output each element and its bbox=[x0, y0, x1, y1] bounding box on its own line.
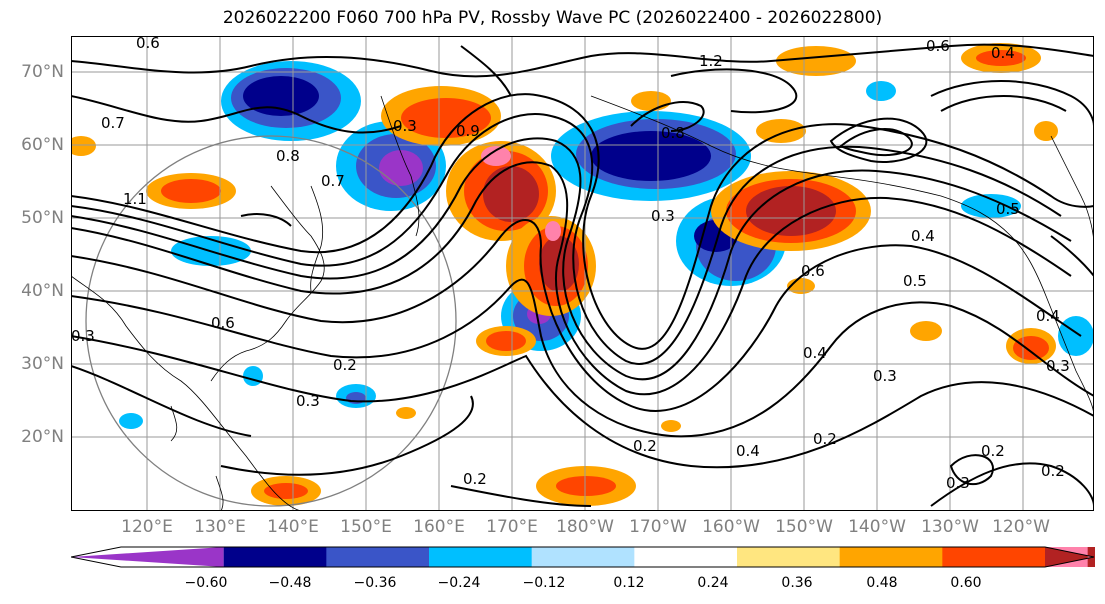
contour-label: 0.3 bbox=[651, 207, 675, 225]
contour-label: 1.2 bbox=[699, 52, 723, 70]
contour-label: 0.4 bbox=[991, 44, 1015, 62]
longitude-label: 150°E bbox=[340, 517, 392, 537]
colorbar-tick-label: −0.36 bbox=[353, 575, 397, 591]
colorbar-bin bbox=[223, 547, 327, 567]
colorbar-bin bbox=[839, 547, 943, 567]
longitude-label: 180°W bbox=[556, 517, 614, 537]
longitude-label: 150°W bbox=[775, 517, 833, 537]
map-panel: 0.6 0.7 0.8 1.2 0.6 0.4 0.9 1.1 0.2 0.2 … bbox=[71, 36, 1094, 511]
longitude-label: 120°E bbox=[121, 517, 173, 537]
coastlines bbox=[71, 95, 1094, 511]
chart-title: 2026022200 F060 700 hPa PV, Rossby Wave … bbox=[222, 8, 883, 28]
contour-label: 0.3 bbox=[71, 327, 95, 345]
contour-label: 0.5 bbox=[903, 272, 927, 290]
colorbar-bin bbox=[531, 547, 635, 567]
contour-label: 0.7 bbox=[321, 172, 345, 190]
contour-label: 0.3 bbox=[946, 474, 970, 492]
contour-label: 0.8 bbox=[661, 124, 685, 142]
reference-circle bbox=[85, 135, 457, 507]
longitude-label: 140°W bbox=[848, 517, 906, 537]
contour-label: 0.7 bbox=[101, 114, 125, 132]
contour-label: 0.6 bbox=[136, 36, 160, 52]
pv-contours bbox=[71, 43, 1094, 507]
contour-label: 0.2 bbox=[463, 470, 487, 488]
colorbar-tick-label: 0.36 bbox=[781, 575, 813, 591]
contour-label: 0.6 bbox=[801, 262, 825, 280]
colorbar-bin bbox=[737, 547, 841, 567]
latitude-label: 20°N bbox=[21, 427, 64, 447]
contour-label: 0.9 bbox=[456, 122, 480, 140]
longitude-label: 170°E bbox=[486, 517, 538, 537]
latitude-label: 40°N bbox=[21, 281, 64, 301]
colorbar-tick-label: −0.48 bbox=[268, 575, 312, 591]
contour-label: 0.4 bbox=[736, 442, 760, 460]
colorbar-bin bbox=[942, 547, 1046, 567]
longitude-label: 160°E bbox=[413, 517, 465, 537]
colorbar-tick-label: 0.24 bbox=[697, 575, 729, 591]
contour-label: 0.3 bbox=[873, 367, 897, 385]
contour-label: 0.6 bbox=[211, 314, 235, 332]
longitude-label: 160°W bbox=[702, 517, 760, 537]
contour-label: 0.2 bbox=[333, 356, 357, 374]
contour-label: 0.2 bbox=[981, 442, 1005, 460]
contour-label: 0.5 bbox=[996, 200, 1020, 218]
colorbar-tick-label: −0.60 bbox=[184, 575, 228, 591]
colorbar-bin bbox=[1045, 547, 1094, 567]
contour-label: 0.3 bbox=[296, 392, 320, 410]
latitude-label: 50°N bbox=[21, 208, 64, 228]
latitude-label: 60°N bbox=[21, 135, 64, 155]
colorbar-bin bbox=[634, 547, 738, 567]
latitude-label: 70°N bbox=[21, 62, 64, 82]
colorbar-tick-label: −0.12 bbox=[522, 575, 566, 591]
contour-label: 0.2 bbox=[813, 430, 837, 448]
contour-label: 0.2 bbox=[633, 437, 657, 455]
latitude-label: 30°N bbox=[21, 354, 64, 374]
colorbar-tick-label: 0.60 bbox=[950, 575, 982, 591]
contour-label: 0.2 bbox=[1041, 462, 1065, 480]
contour-label-group: 0.6 0.7 0.8 1.2 0.6 0.4 0.9 1.1 0.2 0.2 … bbox=[71, 36, 1070, 492]
colorbar-bin bbox=[326, 547, 430, 567]
longitude-label: 120°W bbox=[992, 517, 1050, 537]
colorbar bbox=[71, 546, 1095, 568]
longitude-label: 140°E bbox=[267, 517, 319, 537]
contour-label: 0.8 bbox=[276, 147, 300, 165]
contour-label: 0.4 bbox=[911, 227, 935, 245]
colorbar-tick-label: 0.48 bbox=[866, 575, 898, 591]
longitude-label: 130°W bbox=[921, 517, 979, 537]
longitude-label: 170°W bbox=[629, 517, 687, 537]
contour-label: 0.4 bbox=[803, 344, 827, 362]
colorbar-bin bbox=[71, 547, 224, 567]
contour-label: 1.1 bbox=[123, 190, 147, 208]
contour-label: 0.3 bbox=[393, 117, 417, 135]
contour-label: 0.4 bbox=[1036, 307, 1060, 325]
colorbar-bin bbox=[429, 547, 533, 567]
contour-label: 0.6 bbox=[926, 37, 950, 55]
pv-anomaly-shading bbox=[71, 43, 1094, 506]
colorbar-tick-label: −0.24 bbox=[437, 575, 481, 591]
longitude-label: 130°E bbox=[194, 517, 246, 537]
colorbar-tick-label: 0.12 bbox=[613, 575, 645, 591]
contour-label: 0.3 bbox=[1046, 357, 1070, 375]
